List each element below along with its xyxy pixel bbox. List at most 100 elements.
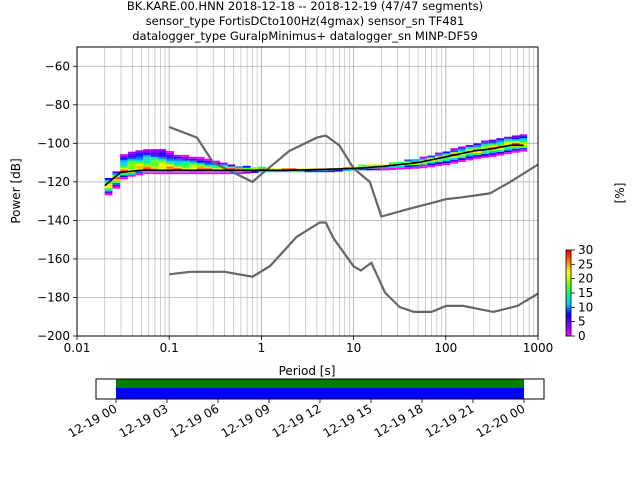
density-cell	[289, 170, 297, 173]
density-cell	[143, 151, 151, 153]
density-cell	[442, 159, 451, 162]
density-cell	[166, 170, 174, 173]
density-cell	[227, 164, 236, 167]
density-cell	[281, 170, 290, 173]
colorbar-cell	[566, 254, 571, 257]
density-cell	[112, 182, 121, 185]
density-cell	[173, 168, 182, 171]
density-cell	[458, 150, 466, 153]
density-cell	[135, 161, 144, 164]
x-tick-label: 1000	[523, 341, 554, 355]
density-cell	[196, 166, 205, 169]
density-cell	[365, 164, 374, 167]
density-cell	[158, 156, 167, 159]
density-cell	[135, 167, 144, 170]
density-cell	[450, 157, 459, 160]
density-cell	[442, 161, 451, 164]
density-cell	[473, 151, 482, 153]
colorbar-tick-label: 15	[578, 286, 593, 300]
y-tick-label: −180	[37, 290, 70, 304]
density-cell	[135, 165, 144, 168]
density-cell	[212, 166, 220, 169]
density-cell	[373, 164, 382, 167]
density-cell	[120, 165, 128, 168]
density-cell	[135, 150, 144, 153]
colorbar-cell	[566, 277, 571, 280]
density-cell	[150, 160, 159, 163]
density-cell	[158, 160, 167, 163]
density-cell	[166, 164, 174, 167]
density-cell	[158, 170, 167, 173]
density-cell	[150, 156, 159, 159]
colorbar-cell	[566, 333, 571, 336]
density-cell	[481, 142, 489, 145]
x-tick-label: 10	[346, 341, 361, 355]
density-cell	[219, 172, 228, 175]
density-cell	[473, 153, 482, 155]
density-cell	[335, 169, 343, 172]
colorbar-cell	[566, 281, 571, 284]
density-cell	[511, 146, 520, 149]
colorbar-cell	[566, 265, 571, 268]
density-cell	[196, 156, 205, 159]
density-cell	[473, 145, 482, 148]
density-cell	[150, 162, 159, 165]
density-cell	[120, 163, 128, 166]
density-cell	[442, 153, 451, 156]
density-cell	[435, 160, 443, 163]
colorbar-tick-label: 20	[578, 272, 593, 286]
density-cell	[488, 145, 497, 148]
density-cell	[458, 156, 466, 159]
density-cell	[135, 171, 144, 174]
colorbar-cell	[566, 314, 571, 317]
density-cell	[381, 166, 389, 169]
density-cell	[511, 143, 520, 146]
colorbar-cell	[566, 261, 571, 264]
density-cell	[404, 167, 412, 170]
density-cell	[427, 157, 436, 160]
density-cell	[196, 162, 205, 165]
density-cell	[212, 172, 220, 175]
density-cell	[427, 155, 436, 158]
density-cell	[173, 156, 182, 159]
colorbar-cell	[566, 297, 571, 300]
ppsd-plot: 0.01 0.1 1 10 100 1000 −200 −180 −160 −140 −120 −1…	[9, 46, 554, 378]
density-cell	[127, 153, 136, 156]
density-cell	[473, 154, 482, 157]
density-cell	[189, 168, 197, 171]
density-cell	[488, 149, 497, 152]
density-cell	[166, 166, 174, 169]
y-tick-label: −100	[37, 136, 70, 150]
density-cell	[227, 172, 236, 175]
density-cell	[388, 166, 397, 168]
y-tick-label: −80	[45, 98, 70, 112]
density-cell	[166, 168, 174, 171]
colorbar-cell	[566, 280, 571, 283]
density-cell	[488, 153, 497, 156]
density-cell	[212, 170, 220, 173]
title-line-2: sensor_type FortisDCto100Hz(4gmax) senso…	[146, 14, 465, 28]
colorbar-cell	[566, 325, 571, 328]
density-cell	[127, 151, 136, 154]
density-cell	[435, 156, 443, 159]
density-cell	[127, 172, 136, 175]
density-cell	[458, 158, 466, 161]
x-tick-label: 100	[434, 341, 457, 355]
density-cell	[419, 158, 428, 161]
density-cell	[173, 158, 182, 161]
density-cell	[181, 154, 190, 157]
density-cell	[450, 150, 459, 153]
density-cell	[458, 146, 466, 149]
density-cell	[458, 148, 466, 151]
density-cell	[150, 151, 159, 153]
density-cell	[496, 153, 505, 156]
density-cell	[488, 143, 497, 146]
mode-curve	[104, 144, 524, 187]
density-cell	[219, 170, 228, 173]
density-cell	[481, 150, 489, 153]
density-cell	[519, 136, 528, 139]
density-cell	[212, 160, 220, 163]
title-line-3: datalogger_type GuralpMinimus+ datalogge…	[132, 29, 478, 43]
